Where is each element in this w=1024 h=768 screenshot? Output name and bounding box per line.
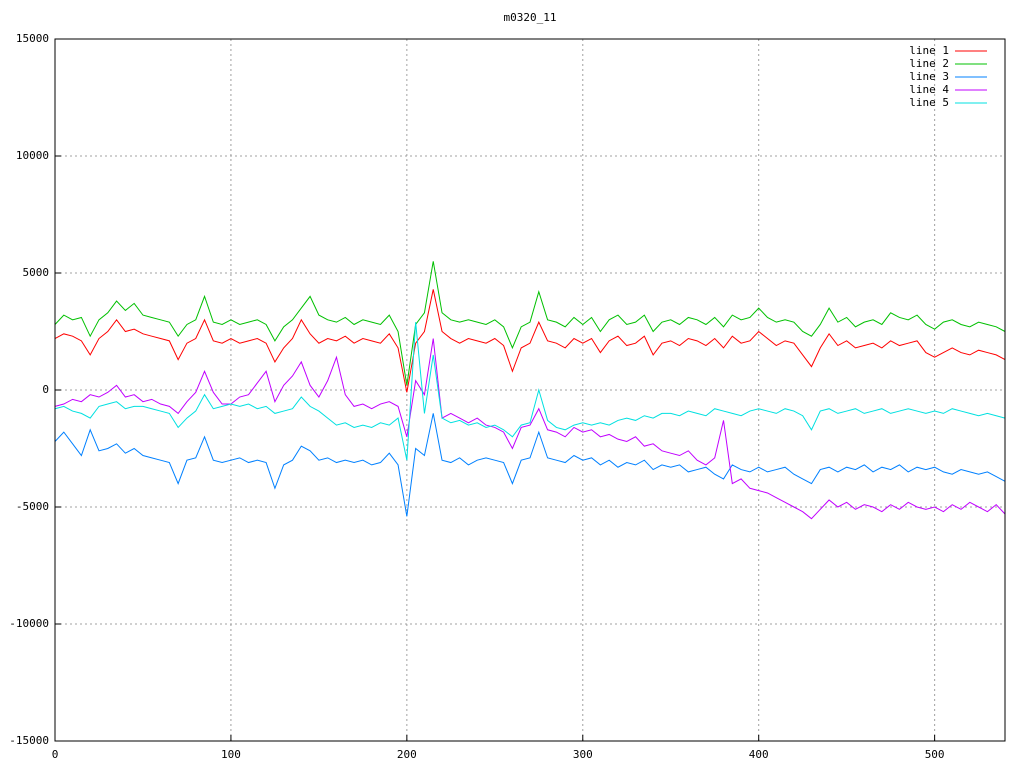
y-tick-label: 15000 [16, 32, 49, 45]
x-tick-label: 100 [221, 748, 241, 761]
x-tick-label: 300 [573, 748, 593, 761]
data-line [54, 338, 1006, 520]
y-tick-label: 5000 [23, 266, 50, 279]
y-tick-label: -10000 [9, 617, 49, 630]
x-tick-label: 400 [749, 748, 769, 761]
plot-frame [54, 38, 1006, 742]
data-line [54, 322, 1006, 461]
y-tick-label: 0 [42, 383, 49, 396]
x-tick-label: 0 [52, 748, 59, 761]
legend-label: line 1 [909, 44, 949, 57]
data-line [54, 289, 1006, 393]
grid-layer [54, 38, 1005, 742]
legend-label: line 5 [909, 96, 949, 109]
chart-title: m0320_11 [504, 11, 557, 24]
data-line [54, 413, 1006, 517]
x-tick-label: 200 [397, 748, 417, 761]
legend-label: line 4 [909, 83, 949, 96]
data-line [54, 261, 1006, 386]
y-tick-label: -15000 [9, 734, 49, 747]
y-tick-label: -5000 [16, 500, 49, 513]
x-tick-label: 500 [925, 748, 945, 761]
legend-label: line 3 [909, 70, 949, 83]
y-tick-label: 10000 [16, 149, 49, 162]
legend-label: line 2 [909, 57, 949, 70]
plot-layer [54, 261, 1006, 520]
